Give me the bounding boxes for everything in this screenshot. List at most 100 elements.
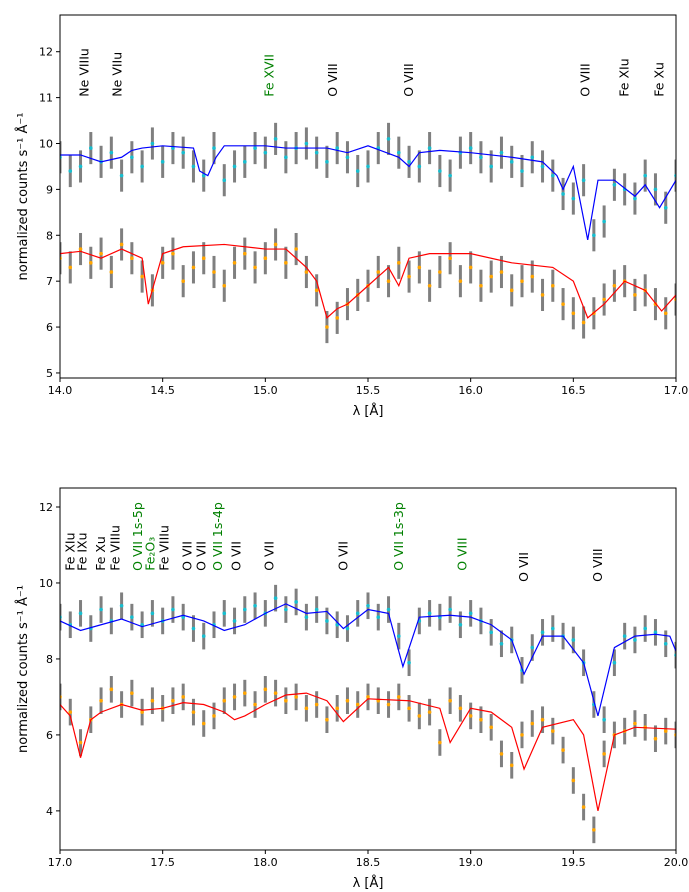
data-point <box>602 219 606 224</box>
data-point <box>427 611 432 616</box>
data-point <box>386 279 391 283</box>
data-point <box>345 698 350 703</box>
data-point <box>468 265 473 270</box>
data-point <box>448 607 452 612</box>
data-point <box>294 695 298 699</box>
y-tick-label: 12 <box>39 501 53 514</box>
data-point <box>489 725 494 730</box>
data-point <box>314 288 319 293</box>
line-annotation: Fe VIIIu <box>157 525 172 571</box>
data-point <box>130 691 134 695</box>
data-point <box>602 752 606 756</box>
data-point <box>232 619 237 623</box>
line-annotation: Ne VIIu <box>109 52 124 97</box>
data-point <box>191 265 196 270</box>
data-point <box>551 173 555 178</box>
data-point <box>520 733 524 737</box>
data-point <box>284 698 288 703</box>
data-point <box>232 164 237 169</box>
line-annotation: O VIII <box>578 63 593 96</box>
y-tick-label: 6 <box>46 729 53 742</box>
x-tick-label: 16.0 <box>458 384 483 397</box>
data-point <box>448 698 452 703</box>
data-point <box>427 146 432 150</box>
line-annotation: Fe XIu <box>62 532 77 570</box>
data-point <box>663 311 668 316</box>
y-axis-label: normalized counts s⁻¹ Å⁻¹ <box>15 113 31 281</box>
data-point <box>397 695 401 699</box>
data-point <box>386 607 391 612</box>
data-point <box>89 146 93 150</box>
data-point <box>284 607 288 612</box>
data-point <box>663 205 668 210</box>
data-point <box>520 169 524 173</box>
data-point <box>201 721 206 726</box>
x-tick-label: 17.0 <box>48 856 73 869</box>
data-point <box>99 698 103 703</box>
data-point <box>386 137 391 141</box>
line-annotation: O VIII <box>325 63 340 96</box>
model-line-2 <box>60 692 676 812</box>
data-point <box>222 611 227 616</box>
line-annotation: O VII 1s-4p <box>210 502 225 571</box>
data-point <box>294 247 298 251</box>
data-point <box>325 717 329 722</box>
data-point <box>325 325 329 329</box>
data-point <box>314 607 319 612</box>
data-point <box>520 279 524 283</box>
data-point <box>468 714 473 718</box>
data-point <box>99 607 103 612</box>
data-point <box>499 150 504 155</box>
model-line-1 <box>60 603 676 717</box>
line-annotation: O VII 1s-3p <box>391 502 406 571</box>
x-tick-label: 18.5 <box>356 856 381 869</box>
x-tick-label: 15.0 <box>253 384 278 397</box>
data-point <box>540 293 545 297</box>
data-point <box>109 150 114 155</box>
data-point <box>540 630 545 635</box>
line-annotation: Fe VIIIu <box>107 525 122 571</box>
data-point <box>489 630 494 635</box>
data-point <box>612 182 617 187</box>
data-point <box>243 251 247 256</box>
data-point <box>397 150 401 155</box>
data-point <box>181 150 185 155</box>
data-point <box>355 702 360 707</box>
data-point <box>191 164 196 169</box>
data-point <box>119 173 124 178</box>
data-point <box>201 634 206 638</box>
data-point <box>253 265 257 270</box>
data-point <box>551 283 555 288</box>
data-point <box>581 178 586 183</box>
line-annotation: Ne VIIIu <box>77 48 92 97</box>
line-annotation: O VII <box>194 541 209 571</box>
data-point <box>171 607 175 612</box>
data-point <box>458 279 463 283</box>
data-point <box>612 660 617 665</box>
data-point <box>304 270 309 274</box>
line-annotation: O VII <box>516 552 531 582</box>
data-point <box>386 702 391 707</box>
data-point <box>366 695 370 699</box>
y-tick-label: 4 <box>46 805 53 818</box>
data-point <box>150 698 155 703</box>
data-point <box>663 729 668 733</box>
data-point <box>263 256 268 261</box>
data-point <box>551 626 555 631</box>
data-point <box>130 256 134 261</box>
data-point <box>530 645 535 650</box>
data-point <box>571 311 576 316</box>
y-tick-label: 10 <box>39 137 53 150</box>
y-tick-label: 11 <box>39 92 53 105</box>
x-tick-label: 15.5 <box>356 384 381 397</box>
x-tick-label: 20.0 <box>664 856 689 869</box>
data-point <box>643 173 647 178</box>
data-point <box>273 691 278 695</box>
line-annotation: O VII <box>335 541 350 571</box>
data-point <box>407 660 411 665</box>
data-point <box>140 622 144 627</box>
data-point <box>191 626 196 631</box>
data-point <box>253 702 257 707</box>
data-point <box>325 619 329 623</box>
x-axis-label: λ [Å] <box>353 875 384 891</box>
